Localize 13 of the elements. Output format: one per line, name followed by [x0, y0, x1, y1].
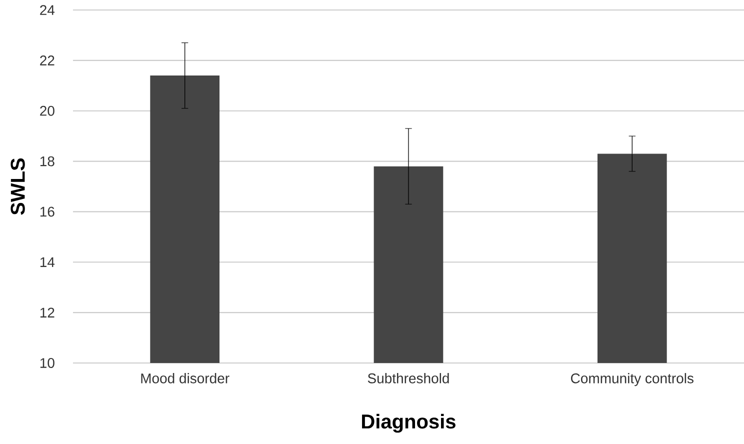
y-tick-label: 10	[40, 358, 54, 368]
y-tick-label: 18	[40, 156, 54, 166]
y-tick-label: 14	[40, 257, 55, 267]
y-tick-label: 20	[40, 106, 54, 116]
x-tick-label: Mood disorder	[141, 373, 230, 384]
y-tick-label: 22	[40, 56, 54, 66]
y-tick-label: 12	[40, 308, 54, 318]
x-axis-title: Diagnosis	[362, 414, 456, 433]
y-tick-label: 24	[40, 5, 55, 15]
y-tick-label: 16	[40, 206, 54, 217]
x-tick-label: Subthreshold	[368, 373, 449, 384]
y-axis-title: SWLS	[10, 158, 25, 215]
x-tick-label: Community controls	[571, 373, 694, 386]
